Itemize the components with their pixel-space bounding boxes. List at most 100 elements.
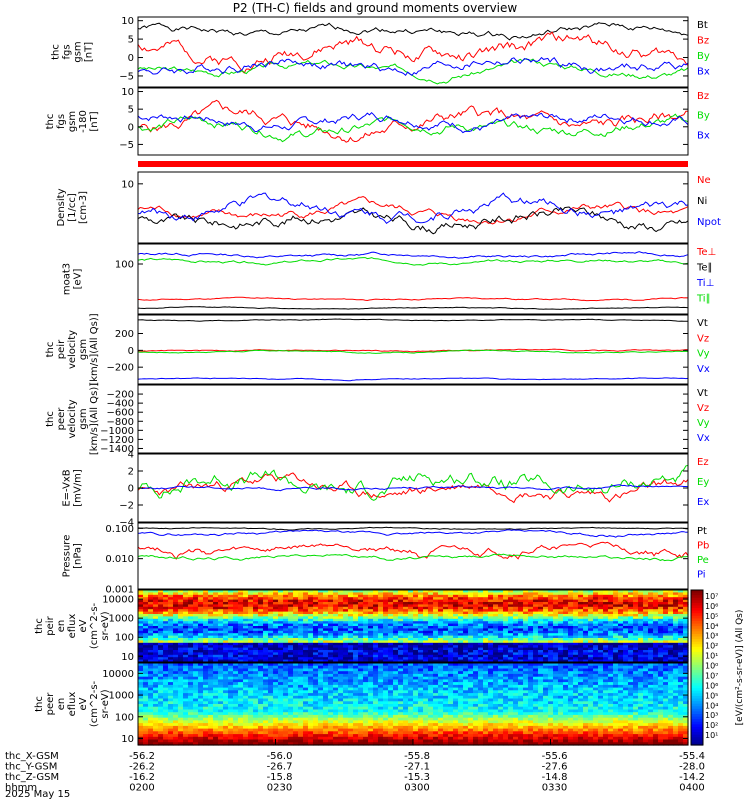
heat-cell (453, 602, 459, 605)
heat-cell (378, 734, 384, 738)
heat-cell (348, 665, 354, 669)
heat-cell (138, 618, 144, 622)
heat-cell (268, 592, 274, 596)
heat-cell (258, 650, 264, 653)
heat-cell (318, 611, 324, 615)
heat-cell (208, 714, 214, 719)
heat-cell (243, 618, 249, 622)
heat-cell (163, 701, 169, 705)
heat-cell (663, 609, 669, 613)
heat-cell (563, 597, 569, 601)
heat-cell (508, 590, 514, 593)
heat-cell (393, 614, 399, 617)
heat-cell (208, 668, 214, 672)
heat-cell (513, 592, 519, 596)
heat-cell (298, 638, 304, 641)
heat-cell (243, 604, 249, 608)
heat-cell (258, 693, 264, 697)
heat-cell (503, 645, 509, 649)
heat-cell (143, 647, 149, 651)
heat-cell (598, 645, 604, 649)
heat-cell (558, 642, 564, 646)
heat-cell (503, 628, 509, 632)
heat-cell (458, 630, 464, 634)
heat-cell (293, 611, 299, 615)
heat-cell (483, 626, 489, 629)
heat-cell (618, 650, 624, 653)
heat-cell (188, 640, 194, 644)
heat-cell (188, 623, 194, 627)
heat-cell (603, 602, 609, 605)
heat-cell (233, 642, 239, 646)
heat-cell (483, 602, 489, 605)
heat-cell (248, 645, 254, 649)
heat-cell (488, 599, 494, 603)
heat-cell (578, 602, 584, 605)
heat-cell (308, 663, 314, 667)
heat-cell (168, 701, 174, 705)
heat-cell (323, 626, 329, 629)
heat-cell (423, 645, 429, 649)
heat-cell (293, 690, 299, 694)
heat-cell (323, 671, 329, 675)
heat-cell (328, 717, 334, 721)
heat-cell (268, 626, 274, 629)
heat-cell (493, 604, 499, 608)
heat-cell (153, 633, 159, 637)
heat-cell (278, 590, 284, 593)
heat-cell (178, 717, 184, 721)
heat-cell (508, 626, 514, 629)
heat-cell (373, 739, 379, 743)
heat-cell (403, 606, 409, 610)
heat-cell (643, 590, 649, 593)
heat-cell (223, 621, 229, 625)
heat-cell (478, 640, 484, 644)
heat-cell (263, 714, 269, 719)
heat-cell (163, 706, 169, 710)
heat-cell (533, 652, 539, 656)
heat-cell (228, 676, 234, 680)
heat-cell (388, 635, 394, 639)
heat-cell (523, 621, 529, 625)
heat-cell (328, 645, 334, 649)
heat-cell (258, 592, 264, 596)
heat-cell (658, 652, 664, 656)
heat-cell (673, 640, 679, 644)
heat-cell (618, 647, 624, 651)
heat-cell (183, 665, 189, 669)
heat-cell (148, 590, 154, 593)
heat-cell (318, 668, 324, 672)
heat-cell (303, 594, 309, 598)
heat-cell (668, 597, 674, 601)
heat-cell (458, 597, 464, 601)
heat-cell (663, 597, 669, 601)
y-label-line: [nPa] (73, 543, 84, 569)
heat-cell (413, 616, 419, 620)
heat-cell (348, 693, 354, 697)
heat-cell (263, 645, 269, 649)
heat-cell (363, 698, 369, 702)
heat-cell (258, 682, 264, 686)
heat-cell (363, 673, 369, 678)
heat-cell (223, 682, 229, 686)
heat-cell (198, 635, 204, 639)
heat-cell (513, 654, 519, 658)
heat-cell (278, 599, 284, 603)
heat-cell (438, 594, 444, 598)
heat-cell (333, 668, 339, 672)
heat-cell (168, 618, 174, 622)
heat-cell (163, 671, 169, 675)
heat-cell (653, 654, 659, 658)
heat-cell (563, 628, 569, 632)
heat-cell (373, 712, 379, 716)
heat-cell (278, 736, 284, 741)
heat-cell (678, 638, 684, 641)
heat-cell (273, 665, 279, 669)
heat-cell (238, 626, 244, 629)
heat-cell (473, 614, 479, 617)
heat-cell (418, 611, 424, 615)
heat-cell (343, 592, 349, 596)
heat-cell (593, 616, 599, 620)
heat-cell (643, 616, 649, 620)
heat-cell (223, 604, 229, 608)
